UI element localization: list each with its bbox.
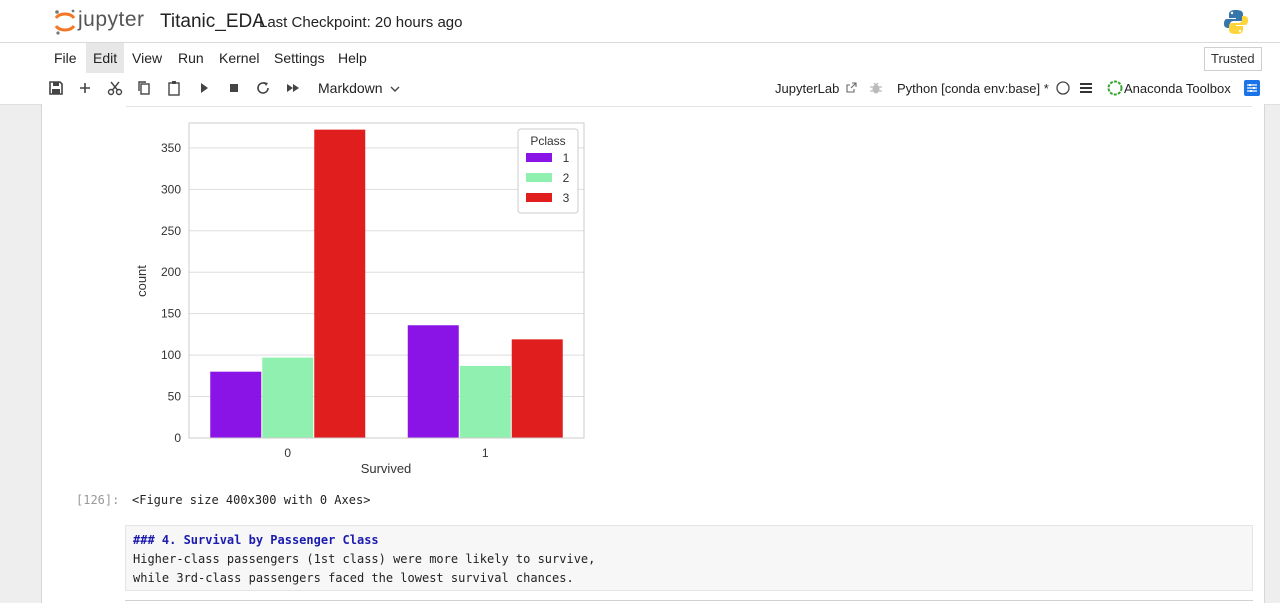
y-tick-label: 150	[161, 307, 181, 321]
y-tick-label: 100	[161, 348, 181, 362]
bar-pclass-2-survived-0	[262, 357, 314, 438]
y-tick-label: 50	[168, 390, 182, 404]
menu-view[interactable]: View	[132, 50, 163, 66]
chevron-down-icon	[390, 86, 400, 92]
y-axis-label: count	[134, 265, 149, 297]
chart-legend: Pclass 1 2 3	[517, 128, 579, 214]
legend-label-2: 2	[563, 171, 570, 185]
chart-bars	[210, 129, 563, 438]
x-tick-label: 1	[482, 446, 489, 460]
cell-type-select[interactable]: Markdown	[318, 80, 400, 96]
top-header: jupyter Titanic_EDA Last Checkpoint: 20 …	[0, 0, 1280, 42]
y-tick-label: 300	[161, 182, 181, 196]
save-icon[interactable]	[47, 79, 65, 97]
anaconda-icon[interactable]	[1106, 79, 1124, 97]
output-prompt: [126]:	[76, 493, 120, 507]
output-text: <Figure size 400x300 with 0 Axes>	[132, 493, 371, 507]
chart-y-ticks: 0 50 100 150 200 250 300 350	[161, 141, 181, 445]
checkpoint-status: Last Checkpoint: 20 hours ago	[259, 14, 463, 31]
jupyterlab-link[interactable]: JupyterLab	[775, 81, 857, 96]
menu-help[interactable]: Help	[338, 50, 367, 66]
menu-file[interactable]: File	[54, 50, 77, 66]
cell-type-value: Markdown	[318, 80, 383, 96]
bar-pclass-3-survived-1	[511, 339, 563, 438]
kernel-status-icon	[1056, 81, 1070, 95]
external-link-icon	[846, 82, 857, 93]
y-tick-label: 350	[161, 141, 181, 155]
markdown-heading: ### 4. Survival by Passenger Class	[133, 533, 379, 547]
bar-pclass-1-survived-0	[210, 371, 262, 438]
plot-frame	[188, 122, 585, 439]
paste-icon[interactable]	[165, 79, 183, 97]
run-cell-icon[interactable]	[195, 79, 213, 97]
fast-forward-icon[interactable]	[284, 79, 302, 97]
stop-icon[interactable]	[225, 79, 243, 97]
menu-settings[interactable]: Settings	[274, 50, 325, 66]
x-axis-label: Survived	[361, 461, 412, 476]
restart-kernel-icon[interactable]	[254, 79, 272, 97]
jupyter-wordmark: jupyter	[78, 8, 145, 31]
add-cell-icon[interactable]	[76, 79, 94, 97]
legend-swatch-2	[526, 173, 552, 182]
anaconda-toolbox-button[interactable]: Anaconda Toolbox	[1124, 81, 1231, 96]
debugger-icon[interactable]	[867, 79, 885, 97]
jupyter-logo-icon[interactable]	[52, 8, 152, 36]
kernel-name[interactable]: Python [conda env:base] *	[897, 81, 1049, 96]
menu-kernel[interactable]: Kernel	[219, 50, 260, 66]
copy-icon[interactable]	[135, 79, 153, 97]
y-tick-label: 200	[161, 265, 181, 279]
markdown-line-1: Higher-class passengers (1st class) were…	[133, 552, 596, 566]
y-tick-label: 0	[174, 431, 181, 445]
bar-pclass-1-survived-1	[407, 325, 459, 438]
cell-divider	[126, 106, 1252, 107]
python-logo-icon	[1224, 10, 1248, 34]
legend-swatch-3	[526, 193, 552, 202]
notebook-toolbar: Markdown JupyterLab Python [conda env:ba…	[0, 73, 1280, 105]
menu-lines-icon[interactable]	[1077, 79, 1095, 97]
menu-bar: File Edit View Run Kernel Settings Help …	[0, 42, 1280, 74]
legend-title: Pclass	[530, 134, 565, 148]
cut-icon[interactable]	[106, 79, 124, 97]
markdown-cell[interactable]: ### 4. Survival by Passenger Class Highe…	[125, 525, 1253, 591]
cell-divider-bottom	[125, 600, 1253, 601]
property-inspector-icon[interactable]	[1243, 79, 1261, 97]
menu-run[interactable]: Run	[178, 50, 204, 66]
bar-pclass-2-survived-1	[459, 365, 511, 438]
legend-label-1: 1	[563, 151, 570, 165]
y-tick-label: 250	[161, 224, 181, 238]
markdown-line-2: while 3rd-class passengers faced the low…	[133, 571, 574, 585]
jupyterlab-label: JupyterLab	[775, 81, 840, 96]
bar-pclass-3-survived-0	[314, 129, 366, 438]
legend-swatch-1	[526, 153, 552, 162]
notebook-title[interactable]: Titanic_EDA	[160, 11, 265, 32]
x-tick-label: 0	[284, 446, 291, 460]
menu-edit[interactable]: Edit	[86, 43, 125, 73]
trusted-indicator[interactable]: Trusted	[1204, 47, 1262, 71]
legend-label-3: 3	[563, 191, 570, 205]
